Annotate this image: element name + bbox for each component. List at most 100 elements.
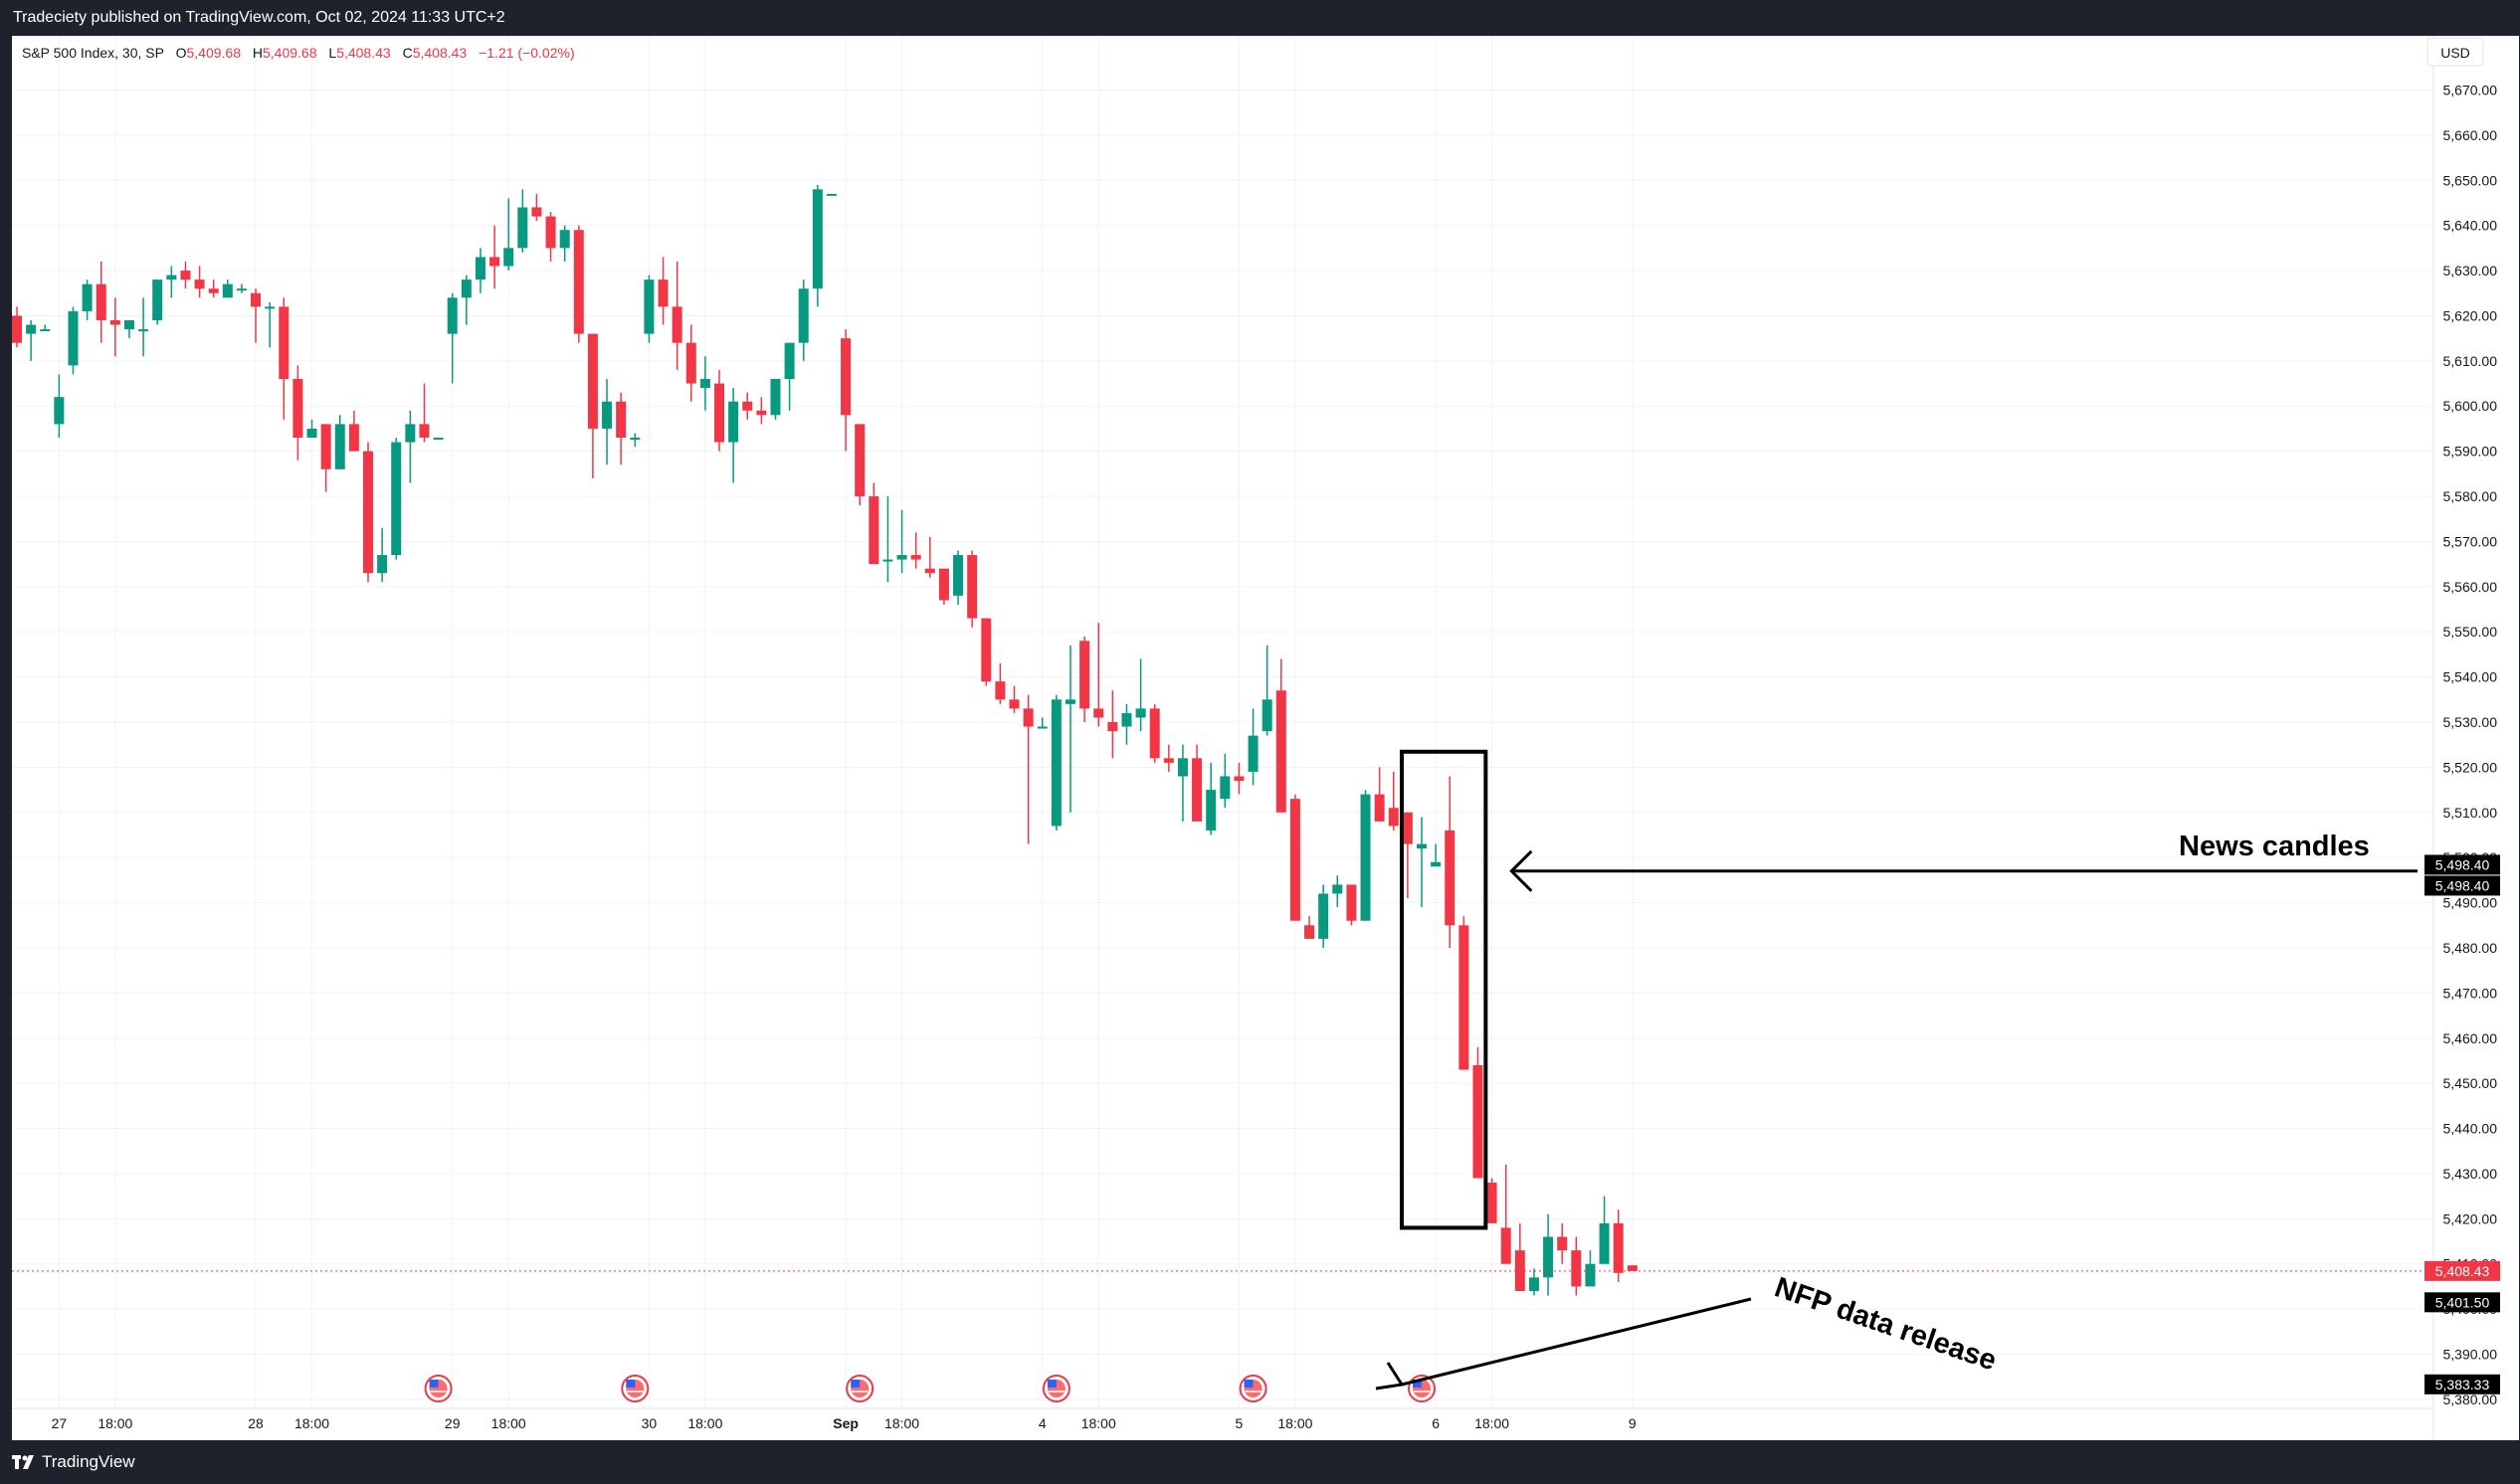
time-tick-label: 18:00 — [294, 1415, 329, 1431]
price-tick-label: 5,420.00 — [2443, 1210, 2498, 1226]
price-badge — [2424, 1374, 2500, 1394]
price-badge — [2424, 1292, 2500, 1313]
price-tick-label: 5,540.00 — [2443, 669, 2498, 685]
legend-close-label: C — [403, 45, 413, 61]
price-tick-label: 5,640.00 — [2443, 218, 2498, 234]
candle-body-down — [1500, 1227, 1511, 1264]
candle-body-down — [981, 618, 992, 682]
price-tick-label: 5,610.00 — [2443, 353, 2498, 369]
legend-open-label: O — [176, 45, 187, 61]
time-axis[interactable]: 27 18:00 28 18:00 29 18:00 30 18:00 Sep 18:00 4 18:… — [12, 1407, 2433, 1431]
candle-body-up — [1332, 884, 1343, 894]
us-flag-economic-event-icon — [621, 1375, 650, 1402]
candle-body-up — [896, 555, 907, 560]
candle-body-down — [1346, 884, 1357, 921]
candle-body-up — [447, 297, 458, 334]
currency-button[interactable]: USD — [2426, 37, 2484, 67]
legend-high-value: 5,409.68 — [263, 45, 317, 61]
time-tick-label: 18:00 — [1081, 1415, 1116, 1431]
candle-body-down — [616, 401, 627, 439]
flag-canton — [429, 1380, 439, 1388]
candle-body-up — [882, 559, 893, 562]
price-badge — [2424, 875, 2500, 896]
legend-low-label: L — [328, 45, 336, 61]
candle-body-down — [1627, 1265, 1638, 1271]
price-tick-label: 5,570.00 — [2443, 533, 2498, 549]
candle-body-up — [54, 397, 65, 425]
us-flag-economic-event-icon — [1042, 1375, 1070, 1402]
price-tick-label: 5,550.00 — [2443, 624, 2498, 640]
candle-body-down — [841, 338, 852, 416]
time-tick-label: 18:00 — [97, 1415, 132, 1431]
candle-body-up — [1360, 794, 1371, 921]
candle-body-up — [517, 207, 528, 249]
price-tick-label: 5,430.00 — [2443, 1166, 2498, 1182]
candle-body-up — [699, 379, 710, 389]
price-tick-label: 5,390.00 — [2443, 1347, 2498, 1363]
candle-body-up — [630, 438, 641, 441]
price-badge-label: 5,498.40 — [2435, 856, 2490, 872]
price-badge — [2424, 854, 2500, 875]
candle-body-up — [265, 306, 276, 309]
candle-body-up — [222, 283, 233, 298]
candle-body-up — [1037, 726, 1048, 729]
candle-body-down — [1388, 808, 1399, 827]
candle-body-down — [1571, 1250, 1582, 1287]
candle-body-up — [68, 310, 79, 366]
candle-body-down — [1374, 794, 1385, 822]
legend-change: −1.21 (−0.02%) — [479, 45, 575, 61]
price-badges: 5,498.40 5,498.40 5,408.43 5,401.50 5,383.33 — [2424, 854, 2500, 1394]
candle-body-up — [1220, 776, 1231, 800]
time-tick-label: 27 — [52, 1415, 68, 1431]
time-tick-label: 30 — [642, 1415, 658, 1431]
candle-body-down — [489, 257, 500, 267]
price-tick-label: 5,560.00 — [2443, 579, 2498, 595]
candle-body-up — [1066, 699, 1075, 704]
flag-canton — [851, 1380, 861, 1388]
price-axis[interactable]: 5,380.005,390.005,400.005,410.005,420.00… — [2432, 36, 2498, 1440]
candle-body-down — [1163, 758, 1174, 763]
price-badge — [2424, 1260, 2500, 1281]
candle-body-down — [573, 230, 584, 334]
candle-body-up — [475, 257, 485, 280]
candle-body-down — [1486, 1183, 1497, 1223]
candle-body-down — [12, 315, 22, 343]
candle-body-down — [910, 555, 921, 560]
published-label: Tradeciety published on TradingView.com,… — [13, 9, 505, 26]
price-badge-label: 5,401.50 — [2435, 1294, 2490, 1310]
candle-body-down — [685, 342, 696, 384]
candle-body-down — [995, 681, 1006, 700]
candle-body-up — [602, 401, 613, 429]
candle-body-up — [1261, 699, 1272, 732]
price-badge-label: 5,383.33 — [2435, 1377, 2490, 1392]
candle-body-down — [348, 424, 359, 452]
candle-body-down — [1234, 776, 1245, 782]
candle-body-up — [728, 401, 739, 443]
candle-body-down — [1275, 690, 1286, 813]
candle-body-down — [1192, 758, 1203, 822]
chart-background — [12, 36, 2519, 1440]
time-tick-label: 28 — [248, 1415, 264, 1431]
legend-symbol: S&P 500 Index, 30, SP — [22, 45, 164, 61]
candle-body-up — [1528, 1277, 1539, 1291]
candle-body-up — [644, 279, 655, 334]
candle-body-down — [531, 207, 542, 217]
price-tick-label: 5,670.00 — [2443, 82, 2498, 97]
candle-body-down — [1009, 699, 1020, 709]
candle-body-up — [391, 442, 402, 556]
currency-label: USD — [2440, 45, 2470, 61]
time-tick-label: 6 — [1432, 1415, 1440, 1431]
candle-body-down — [1557, 1236, 1568, 1251]
candle-body-down — [363, 451, 373, 574]
candle-body-down — [869, 496, 879, 565]
price-tick-label: 5,470.00 — [2443, 985, 2498, 1001]
time-tick-label: 18:00 — [491, 1415, 526, 1431]
candle-body-down — [1149, 708, 1160, 759]
us-flag-economic-event-icon — [1239, 1375, 1267, 1402]
candle-body-down — [672, 306, 682, 343]
candle-body-down — [279, 306, 290, 379]
flag-canton — [626, 1380, 636, 1388]
grid-lines — [12, 36, 2433, 1408]
time-tick-label: Sep — [833, 1415, 859, 1431]
